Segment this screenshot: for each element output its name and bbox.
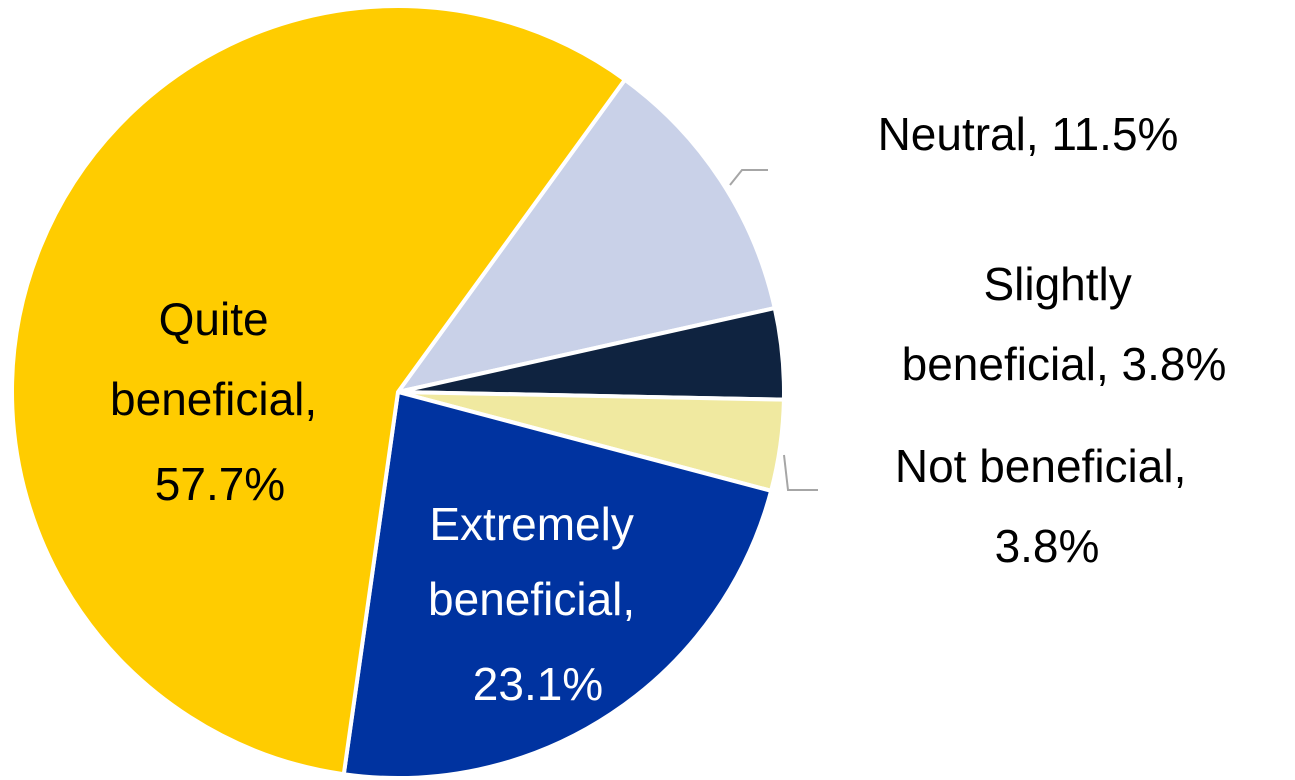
slice-label-slightly-beneficial-line-1: Slightly — [983, 258, 1131, 310]
slice-label-not-beneficial: Not beneficial, 3.8% — [895, 440, 1199, 572]
slice-label-slightly-beneficial-line-2: beneficial, 3.8% — [902, 338, 1227, 390]
slice-label-extremely-beneficial-line-1: Extremely — [429, 498, 633, 550]
slice-label-neutral: Neutral, 11.5% — [878, 108, 1179, 160]
slice-label-quite-beneficial: Quite beneficial, 57.7% — [110, 293, 330, 510]
pie-slices — [10, 4, 786, 780]
leader-lines — [729, 169, 818, 491]
slice-label-not-beneficial-line-2: 3.8% — [995, 520, 1100, 572]
slice-label-quite-beneficial-line-1: Quite — [159, 293, 269, 345]
slice-label-slightly-beneficial: Slightly beneficial, 3.8% — [902, 258, 1227, 390]
slice-label-extremely-beneficial: Extremely beneficial, 23.1% — [428, 498, 648, 710]
slice-label-extremely-beneficial-line-2: beneficial, — [428, 573, 635, 625]
pie-slice-quite-beneficial — [10, 4, 627, 777]
pie-slice-neutral — [396, 77, 777, 394]
slice-label-neutral-line-1: Neutral, 11.5% — [878, 108, 1179, 160]
slice-labels: Neutral, 11.5% Slightly beneficial, 3.8%… — [110, 108, 1226, 710]
slice-label-not-beneficial-line-1: Not beneficial, — [895, 440, 1187, 492]
slice-label-quite-beneficial-line-2: beneficial, — [110, 373, 317, 425]
slice-label-extremely-beneficial-line-3: 23.1% — [473, 658, 603, 710]
leader-line-neutral — [729, 169, 768, 186]
pie-slice-extremely-beneficial — [341, 390, 774, 780]
slice-label-quite-beneficial-line-3: 57.7% — [155, 458, 285, 510]
leader-line-not-beneficial — [783, 454, 818, 491]
